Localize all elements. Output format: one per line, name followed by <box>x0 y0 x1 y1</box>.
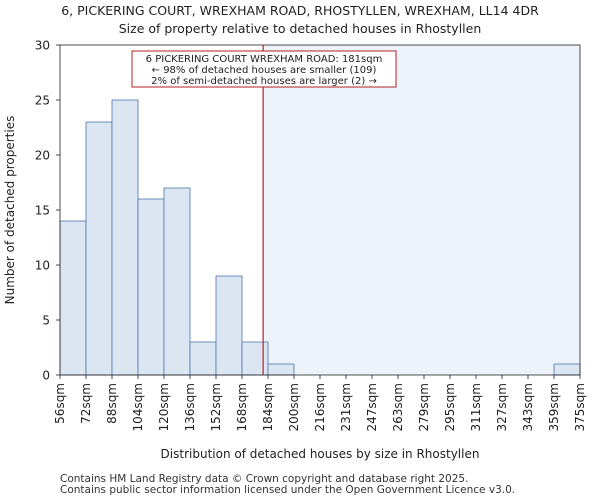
bar-56sqm <box>59 220 87 376</box>
x-axis-label: Distribution of detached houses by size … <box>161 447 480 461</box>
y-tick-label: 0 <box>42 369 50 383</box>
x-tick-label: 168sqm <box>235 383 249 431</box>
annotation-box <box>131 50 397 88</box>
x-tick-label: 200sqm <box>287 383 301 431</box>
y-tick-label: 10 <box>35 259 50 273</box>
x-tick-label: 359sqm <box>547 383 561 431</box>
x-tick-label: 56sqm <box>53 383 67 424</box>
x-tick-label: 327sqm <box>495 383 509 431</box>
x-tick-label: 104sqm <box>131 383 145 431</box>
y-tick-label: 20 <box>35 149 50 163</box>
bar-88sqm <box>111 99 139 376</box>
annotation-line2: ← 98% of detached houses are smaller (10… <box>152 65 377 76</box>
x-tick-label: 343sqm <box>521 383 535 431</box>
bar-104sqm <box>137 198 165 376</box>
larger-properties-region <box>263 45 580 375</box>
x-tick-label: 247sqm <box>365 383 379 431</box>
y-axis-label: Number of detached properties <box>3 116 17 305</box>
bar-120sqm <box>163 187 191 376</box>
x-tick-label: 136sqm <box>183 383 197 431</box>
bar-168sqm <box>241 341 269 376</box>
y-tick-label: 5 <box>42 314 50 328</box>
x-tick-label: 152sqm <box>209 383 223 431</box>
y-tick-label: 15 <box>35 204 50 218</box>
bar-72sqm <box>85 121 113 376</box>
y-tick-label: 25 <box>35 94 50 108</box>
bar-184sqm <box>267 363 295 376</box>
x-tick-label: 263sqm <box>391 383 405 431</box>
bar-359sqm <box>553 363 581 376</box>
chart-title-line2: Size of property relative to detached ho… <box>119 21 482 36</box>
footer-line1: Contains HM Land Registry data © Crown c… <box>60 473 469 485</box>
chart-title-line1: 6, PICKERING COURT, WREXHAM ROAD, RHOSTY… <box>61 3 539 18</box>
x-tick-label: 216sqm <box>313 383 327 431</box>
x-tick-label: 72sqm <box>79 383 93 424</box>
x-tick-label: 120sqm <box>157 383 171 431</box>
x-tick-label: 311sqm <box>469 383 483 431</box>
annotation-line1: 6 PICKERING COURT WREXHAM ROAD: 181sqm <box>146 54 383 65</box>
x-tick-label: 279sqm <box>417 383 431 431</box>
x-tick-label: 375sqm <box>573 383 587 431</box>
x-tick-label: 295sqm <box>443 383 457 431</box>
y-tick-label: 30 <box>35 39 50 53</box>
bar-152sqm <box>215 275 243 376</box>
annotation-line3: 2% of semi-detached houses are larger (2… <box>151 76 377 87</box>
x-tick-label: 231sqm <box>339 383 353 431</box>
x-tick-label: 88sqm <box>105 383 119 424</box>
bar-136sqm <box>189 341 217 376</box>
x-tick-label: 184sqm <box>261 383 275 431</box>
plot-frame <box>59 44 581 376</box>
footer-line2: Contains public sector information licen… <box>60 484 516 496</box>
